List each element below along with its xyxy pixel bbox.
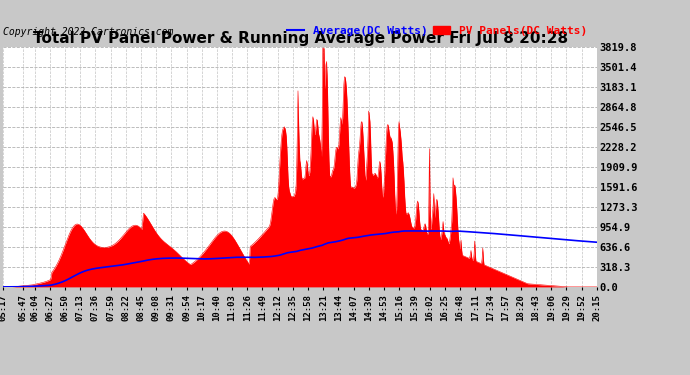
Title: Total PV Panel Power & Running Average Power Fri Jul 8 20:28: Total PV Panel Power & Running Average P… [32, 31, 568, 46]
Text: Copyright 2022 Cartronics.com: Copyright 2022 Cartronics.com [3, 27, 174, 37]
Legend: Average(DC Watts), PV Panels(DC Watts): Average(DC Watts), PV Panels(DC Watts) [283, 21, 591, 40]
